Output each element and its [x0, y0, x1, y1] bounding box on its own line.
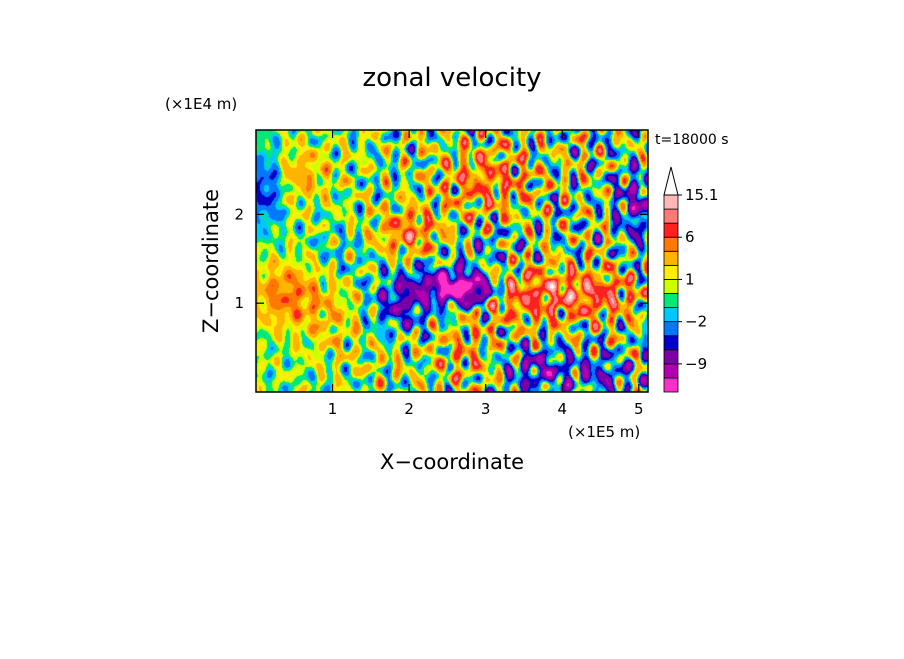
y-axis-unit: (×1E4 m) — [165, 95, 237, 113]
x-tick-label-1: 2 — [404, 400, 414, 418]
colorbar-bin-9 — [663, 250, 679, 266]
colorbar-bin-8 — [663, 264, 679, 280]
y-tick-label-0: 1 — [234, 294, 244, 312]
x-axis-title: X−coordinate — [380, 450, 524, 474]
colorbar-label-0: 15.1 — [685, 186, 718, 204]
velocity-field — [256, 130, 648, 392]
colorbar-bin-3 — [663, 335, 679, 351]
colorbar-bin-7 — [663, 279, 679, 294]
colorbar-bin-6 — [663, 293, 679, 308]
colorbar-bin-10 — [663, 236, 679, 252]
colorbar-extend-arrow — [663, 166, 679, 196]
colorbar-bin-5 — [663, 307, 679, 323]
plot-frame — [255, 129, 649, 393]
colorbar-label-3: −2 — [685, 313, 707, 331]
colorbar-bin-2 — [663, 349, 679, 365]
x-tick-label-3: 4 — [557, 400, 567, 418]
y-axis-ticks: 12 — [234, 205, 648, 312]
colorbar-label-1: 6 — [685, 228, 695, 246]
colorbar-bin-1 — [663, 363, 679, 379]
colorbar-bin-12 — [663, 208, 679, 224]
chart-title: zonal velocity — [362, 63, 541, 93]
y-axis-title: Z−coordinate — [199, 189, 223, 333]
colorbar-bin-4 — [663, 321, 679, 337]
colorbar-label-2: 1 — [685, 270, 695, 288]
y-tick-label-1: 2 — [234, 205, 244, 223]
x-axis-ticks: 1 2 3 4 5 — [328, 130, 644, 418]
colorbar-bin-11 — [663, 222, 679, 238]
x-axis-unit: (×1E5 m) — [568, 423, 640, 441]
x-tick-label-4: 5 — [634, 400, 644, 418]
colorbar-bin-0 — [663, 377, 679, 393]
colorbar-label-4: −9 — [685, 355, 707, 373]
time-label: t=18000 s — [655, 132, 729, 148]
x-tick-label-0: 1 — [328, 400, 338, 418]
x-tick-label-2: 3 — [481, 400, 491, 418]
colorbar-bin-13 — [663, 194, 679, 210]
colorbar: 15.1 6 1 −2 −9 — [663, 166, 718, 393]
field-image-holder — [256, 130, 648, 392]
